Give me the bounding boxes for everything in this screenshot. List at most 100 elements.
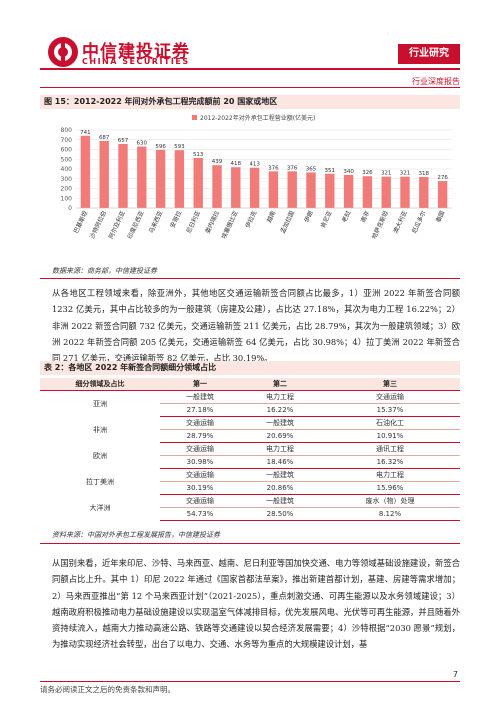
- brand-name-cn: 中信建投证券: [82, 42, 190, 62]
- table-region-cell: 非洲: [93, 425, 107, 434]
- table-field-cell: 电力工程: [240, 390, 320, 404]
- bar: [231, 167, 241, 208]
- table-header-cell: 细分领域及占比: [40, 378, 160, 391]
- table-share-cell: 16.32%: [320, 455, 460, 469]
- y-tick-label: 800: [61, 127, 73, 134]
- table-field-cell: 通讯工程: [320, 442, 460, 456]
- x-category-label: 马来西亚: [147, 209, 164, 234]
- table-field-cell: 电力工程: [320, 468, 460, 482]
- table-header-cell: 第三: [320, 378, 460, 391]
- table-share-cell: 18.46%: [240, 455, 320, 469]
- bar-value-label: 413: [249, 162, 260, 168]
- table-field-cell: 交通运输: [160, 468, 240, 482]
- bar-value-label: 687: [99, 135, 110, 141]
- table-row: 30.98% 18.46% 16.32%: [40, 455, 460, 469]
- y-tick-label: 400: [61, 166, 73, 173]
- table-field-cell: 石油化工: [320, 416, 460, 430]
- page-number: 7: [452, 670, 458, 679]
- x-category-label: 泰国: [434, 209, 446, 223]
- bar: [400, 176, 410, 208]
- x-category-label: 阿尔及利亚: [107, 209, 127, 240]
- bar-value-label: 376: [287, 165, 298, 171]
- bar-value-label: 326: [362, 170, 373, 176]
- table-field-cell: 交通运输: [160, 494, 240, 508]
- table-share-cell: 15.96%: [320, 481, 460, 495]
- figure-title-background: [40, 95, 460, 109]
- table-row: 欧洲 交通运输 电力工程 通讯工程: [40, 442, 460, 460]
- x-category-label: 肯尼亚: [319, 209, 334, 229]
- table-title-background: [40, 361, 460, 375]
- bar: [137, 146, 147, 208]
- table-field-cell: 一般建筑: [160, 390, 240, 404]
- footer-disclaimer: 请务必阅读正文之后的免责条款和声明。: [40, 685, 175, 694]
- bar-value-label: 276: [437, 175, 448, 181]
- x-category-label: 埃塞俄比亚: [220, 209, 240, 240]
- x-category-label: 老挝: [340, 209, 352, 223]
- bar: [249, 167, 260, 208]
- body-paragraph-countries: 从国别来看，近年来印尼、沙特、马来西亚、越南、尼日利亚等国加快交通、电力等领域基…: [52, 558, 460, 650]
- report-type-divider: [40, 87, 460, 88]
- bar: [174, 150, 185, 208]
- bar-value-label: 321: [381, 171, 392, 177]
- y-tick-label: 500: [61, 156, 73, 163]
- y-tick-label: 200: [61, 186, 73, 193]
- bar-value-label: 741: [80, 130, 91, 136]
- table-row: 54.73% 28.50% 8.12%: [40, 507, 460, 521]
- bar-value-label: 321: [400, 171, 411, 177]
- report-type-label: 行业深度报告: [412, 77, 460, 86]
- table-field-cell: 交通运输: [160, 442, 240, 456]
- bar-value-label: 365: [306, 166, 317, 172]
- table-region-cell: 欧洲: [93, 451, 107, 460]
- figure-divider: [40, 278, 460, 279]
- bar: [381, 176, 391, 208]
- table-share-cell: 10.91%: [320, 429, 460, 443]
- bar-value-label: 376: [268, 165, 279, 171]
- x-category-label: 尼日利亚: [185, 209, 202, 234]
- table-share-cell: 8.12%: [320, 507, 460, 521]
- bar-chart: 0 100 200 300 400 500 600 700 800 2012-2022年对外承包工…: [61, 114, 452, 240]
- bar: [99, 141, 109, 208]
- x-category-label: 南非: [359, 209, 371, 223]
- table-share-cell: 16.22%: [240, 403, 320, 417]
- table-region-cell: 拉丁美洲: [86, 477, 114, 486]
- x-category-label: 孟加拉国: [279, 209, 296, 234]
- body-paragraph-regions: 从各地区工程领域来看，除亚洲外，其他地区交通运输新签合同额占比最多，1）亚洲 2…: [52, 288, 460, 364]
- table-row: 大洋洲 交通运输 一般建筑 废水（物）处理: [40, 494, 460, 512]
- figure-source: 数据来源：商务部，中信建投证券: [52, 267, 157, 275]
- bar: [118, 143, 128, 208]
- bar: [268, 171, 279, 208]
- table-share-cell: 28.50%: [240, 507, 320, 521]
- bar: [325, 173, 335, 208]
- bar: [306, 172, 316, 208]
- table-share-cell: 28.79%: [160, 429, 240, 443]
- bar-value-label: 351: [325, 168, 336, 174]
- y-tick-label: 300: [61, 176, 73, 183]
- x-category-label: 哈萨克斯坦: [370, 209, 390, 240]
- brand-logo-icon: [48, 37, 78, 67]
- table-row: 亚洲 一般建筑 电力工程 交通运输: [40, 390, 460, 408]
- table-field-cell: 交通运输: [320, 390, 460, 404]
- table-field-cell: 一般建筑: [240, 494, 320, 508]
- bar-value-label: 318: [419, 171, 430, 177]
- bar: [212, 165, 222, 208]
- bar-value-label: 596: [155, 144, 166, 150]
- sector-share-table: 细分领域及占比 第一 第二 第三 亚洲 一般建筑 电力工程 交通运输 27.18% 16.…: [40, 378, 460, 521]
- bar: [155, 149, 166, 208]
- bar-value-label: 340: [343, 169, 354, 175]
- bar-value-label: 418: [231, 161, 242, 167]
- table-field-cell: 交通运输: [160, 416, 240, 430]
- bar-value-label: 439: [212, 159, 223, 165]
- bar: [193, 157, 203, 208]
- y-tick-label: 600: [61, 147, 73, 154]
- bar-value-label: 513: [193, 152, 204, 158]
- table-share-cell: 20.69%: [240, 429, 320, 443]
- figure-title: 图 15：2012-2022 年间对外承包工程完成额前 20 国家或地区: [44, 97, 278, 106]
- x-category-label: 越南: [265, 209, 277, 223]
- table-header-cell: 第一: [160, 378, 240, 391]
- table-field-cell: 废水（物）处理: [320, 494, 460, 508]
- x-category-label: 委内瑞拉: [203, 209, 220, 234]
- bar-value-label: 593: [174, 144, 185, 150]
- bar: [287, 171, 297, 208]
- x-category-label: 澳大利亚: [391, 209, 408, 234]
- table-field-cell: 一般建筑: [240, 468, 320, 482]
